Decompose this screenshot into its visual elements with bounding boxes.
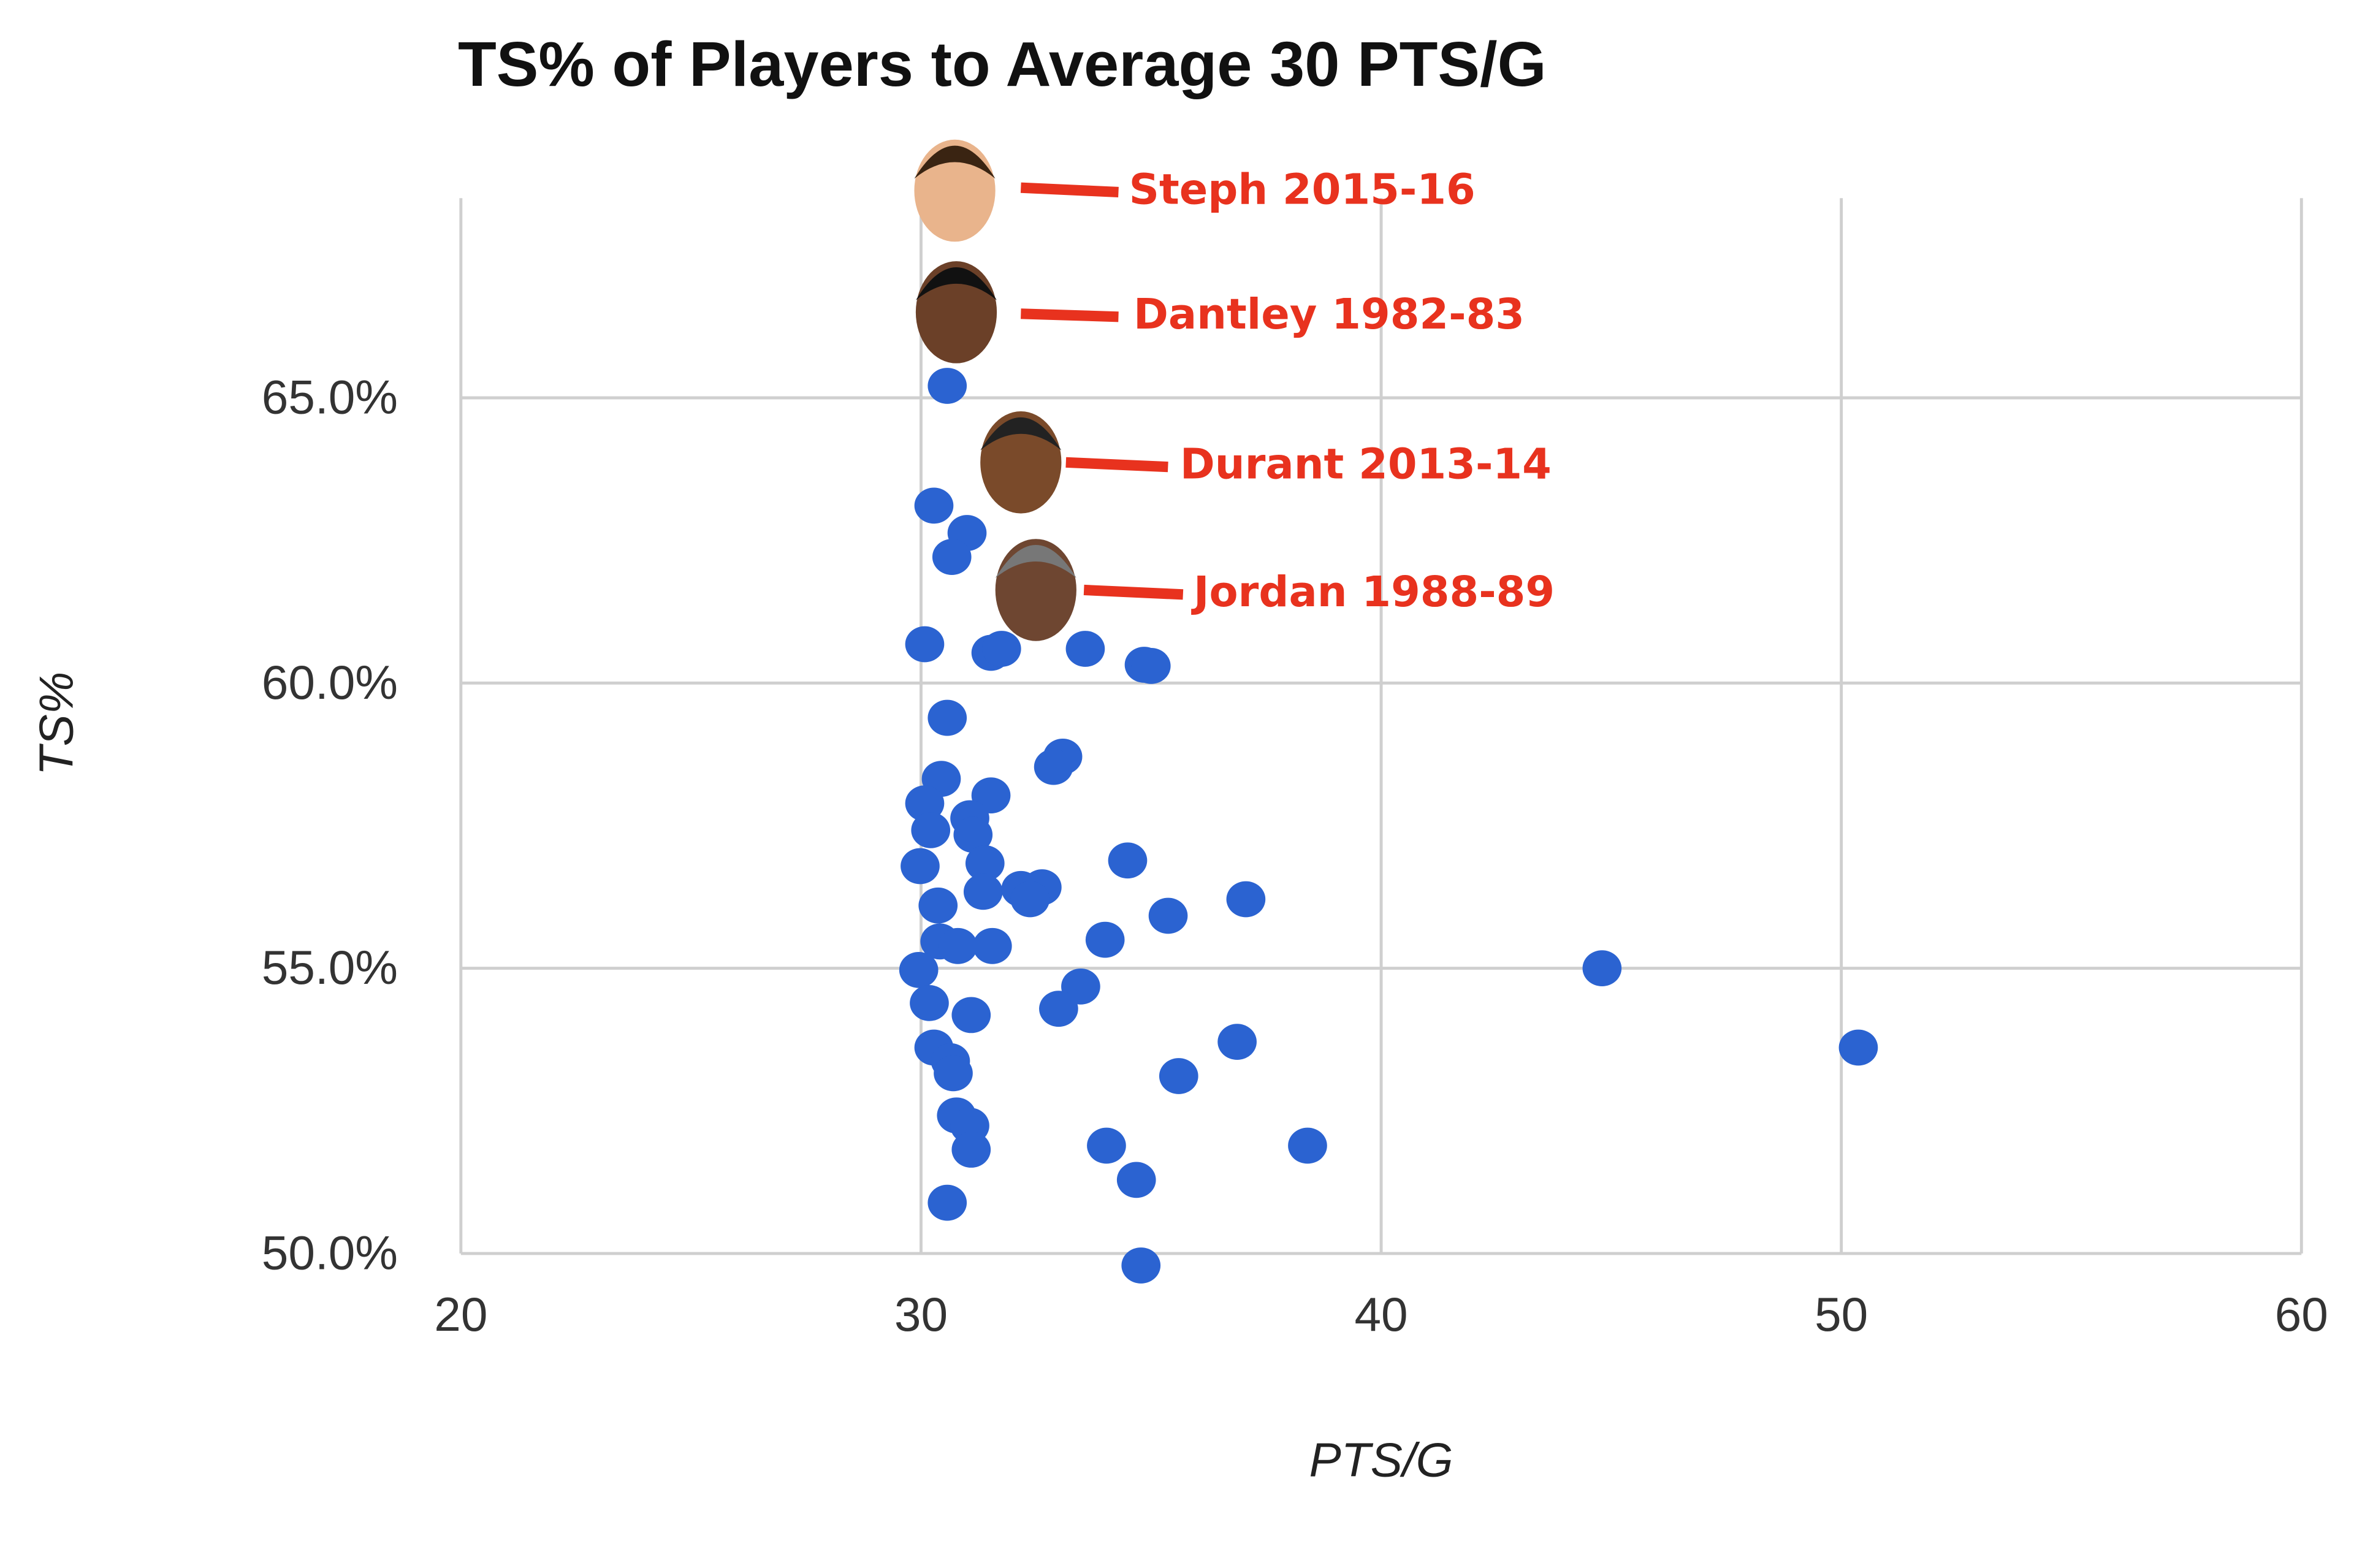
point [1148,897,1188,934]
point [914,487,954,524]
point [1116,1162,1156,1198]
y-axis-label: TS% [29,672,83,776]
x-tick-label: 50 [1815,1287,1868,1341]
point [905,626,945,663]
point [1108,842,1148,879]
x-tick-label: 60 [2275,1287,2328,1341]
point [911,812,951,848]
chart-title: TS% of Players to Average 30 PTS/G [458,29,1547,99]
point [918,887,958,924]
point [1087,1127,1126,1164]
point [1121,1247,1161,1284]
x-axis-label: PTS/G [1309,1433,1453,1486]
y-tick-label: 60.0% [262,655,398,709]
point [1039,991,1078,1027]
point [928,1184,967,1221]
point [1217,1024,1257,1060]
y-tick-label: 55.0% [262,940,398,994]
point [972,927,1012,964]
annotation-pointer [1020,182,1119,198]
player-hair [914,145,996,179]
annotation-pointer [1021,308,1119,322]
point [1582,950,1622,986]
point [910,984,949,1021]
point [1034,748,1073,785]
annotation-label: Jordan 1988-89 [1191,568,1555,617]
point [901,848,940,885]
annotation-pointer [1083,584,1184,600]
point [1226,881,1266,918]
x-tick-label: 40 [1354,1287,1407,1341]
annotation-label: Dantley 1982-83 [1133,290,1525,339]
y-tick-label: 65.0% [262,370,398,424]
point [932,539,972,576]
y-tick-label: 50.0% [262,1226,398,1280]
point [1065,631,1105,667]
point [928,699,967,736]
annotation-label: Steph 2015-16 [1129,166,1476,215]
point [951,997,991,1033]
point [981,631,1021,667]
point [965,845,1005,881]
point [951,1132,991,1168]
point [963,873,1003,910]
point [1131,648,1171,684]
x-tick-label: 30 [894,1287,948,1341]
point [1159,1058,1198,1094]
point [1288,1127,1327,1164]
player-hair [915,267,997,300]
annotation-label: Durant 2013-14 [1180,440,1552,489]
point [905,785,945,822]
player-hair [980,417,1062,451]
x-tick-label: 20 [434,1287,487,1341]
point [1838,1029,1878,1066]
player-hair [995,545,1076,578]
point [953,816,993,853]
point [1085,921,1125,958]
point [938,927,978,964]
point [1010,881,1050,918]
point [899,952,939,988]
point [934,1055,973,1092]
point [928,368,967,404]
annotation-pointer [1065,457,1168,473]
